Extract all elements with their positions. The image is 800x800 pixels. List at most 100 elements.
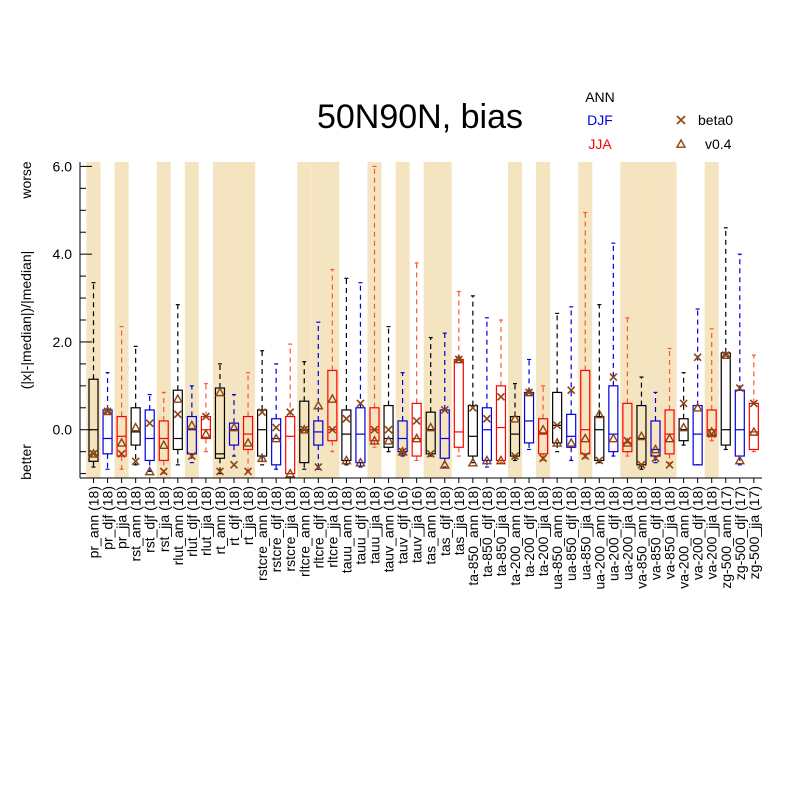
- v04-triangle-marker: [551, 437, 563, 447]
- box-iqr: [664, 409, 675, 455]
- category-label: ua-200_ann (18): [591, 486, 607, 590]
- box-rltcre-jja-18-: [327, 268, 338, 453]
- v04-triangle-marker: [692, 402, 703, 412]
- box-iqr: [341, 409, 352, 462]
- box-tas-jja-18-: [453, 290, 464, 457]
- box-iqr: [734, 389, 745, 457]
- category-label: rlut_jja (18): [198, 486, 214, 556]
- box-series: [88, 165, 760, 478]
- category-label: rstcre_djf (18): [268, 486, 284, 572]
- box-pr-jja-18-: [116, 325, 127, 470]
- box-ta-850-jja-18-: [495, 319, 507, 465]
- beta0-x-marker: [159, 467, 168, 476]
- shaded-bands: [86, 162, 719, 478]
- shade-band: [634, 162, 649, 478]
- box-iqr: [411, 402, 422, 457]
- v04-triangle-marker: [537, 424, 549, 434]
- beta0-x-marker: [693, 353, 702, 362]
- category-label: ta-200_djf (18): [521, 486, 537, 577]
- beta0-x-marker: [103, 407, 112, 416]
- box-iqr: [285, 415, 296, 475]
- shade-band: [226, 162, 242, 478]
- beta0-x-marker: [553, 421, 562, 430]
- y-tick-label: 0.0: [53, 422, 73, 438]
- beta0-x-marker: [117, 449, 126, 458]
- box-iqr: [186, 415, 197, 455]
- v04-triangle-marker: [720, 349, 731, 360]
- box-rlut-djf-18-: [186, 385, 198, 464]
- y-axis-better-label: better: [18, 444, 34, 480]
- box-iqr: [88, 378, 99, 462]
- legend: ANN DJF JJA beta0 v0.4: [585, 89, 733, 152]
- category-label: ta-200_ann (18): [507, 486, 523, 586]
- category-label: rstcre_ann (18): [254, 486, 270, 581]
- shade-band: [367, 162, 382, 478]
- beta0-x-marker: [482, 414, 491, 423]
- legend-v04-triangle-icon: [675, 138, 687, 148]
- v04-triangle-marker: [270, 433, 282, 443]
- beta0-x-marker: [314, 462, 323, 472]
- legend-season-ann: ANN: [585, 89, 615, 105]
- box-tas-djf-18-: [439, 332, 450, 469]
- category-label: va-850_djf (18): [648, 486, 664, 580]
- category-label: ua-850_ann (18): [549, 486, 565, 590]
- y-tick-label: 6.0: [53, 158, 73, 174]
- box-ua-850-jja-18-: [580, 211, 591, 461]
- shade-band: [437, 162, 452, 478]
- category-label: ua-850_jja (18): [577, 486, 593, 580]
- box-pr-ann-18-: [88, 282, 99, 468]
- v04-triangle-marker: [608, 433, 619, 443]
- v04-triangle-marker: [495, 455, 507, 465]
- box-iqr: [102, 409, 113, 455]
- category-label: ua-850_djf (18): [563, 486, 579, 581]
- v04-triangle-marker: [130, 422, 141, 432]
- box-iqr: [523, 391, 535, 444]
- shade-band: [212, 162, 227, 478]
- box-iqr: [158, 420, 169, 462]
- box-rstcre-ann-18-: [256, 350, 268, 466]
- category-label: va-850_jja (18): [662, 486, 678, 579]
- beta0-x-marker: [328, 425, 337, 434]
- box-va-200-jja-18-: [706, 328, 717, 442]
- box-iqr: [580, 369, 591, 455]
- v04-triangle-marker: [327, 393, 338, 403]
- box-iqr: [495, 385, 507, 462]
- shade-band: [507, 162, 523, 478]
- box-tauv-ann-16-: [383, 325, 394, 453]
- box-ua-200-jja-18-: [622, 317, 633, 457]
- box-ua-200-ann-18-: [594, 304, 605, 465]
- category-label: rltcre_jja (18): [324, 486, 340, 568]
- shade-band: [662, 162, 677, 478]
- category-label: zg-500_ann (17): [718, 486, 734, 589]
- category-label: pr_jja (18): [114, 486, 130, 549]
- box-iqr: [299, 400, 310, 464]
- category-label: ua-200_jja (18): [619, 486, 635, 580]
- shade-band: [114, 162, 129, 478]
- shade-band: [297, 162, 312, 478]
- v04-triangle-marker: [678, 422, 689, 432]
- legend-x-glyph: [676, 115, 686, 125]
- beta0-x-marker: [426, 449, 435, 458]
- shade-band: [325, 162, 340, 478]
- shade-band: [311, 162, 326, 478]
- box-iqr: [313, 420, 324, 446]
- box-ua-200-djf-18-: [608, 242, 619, 457]
- v04-triangle-marker: [200, 428, 212, 439]
- category-label: rlut_djf (18): [184, 486, 200, 557]
- box-va-850-jja-18-: [664, 347, 675, 469]
- box-tauv-jja-16-: [411, 262, 422, 462]
- box-iqr: [369, 407, 380, 442]
- shade-band: [648, 162, 663, 478]
- box-iqr: [144, 409, 155, 462]
- box-iqr: [720, 352, 731, 446]
- beta0-x-marker: [300, 425, 309, 434]
- category-label: zg-500_djf (17): [732, 486, 748, 580]
- box-iqr: [537, 418, 549, 455]
- box-iqr: [552, 391, 563, 444]
- box-iqr: [355, 407, 366, 464]
- category-label: rst_jja (18): [156, 486, 172, 552]
- v04-triangle-marker: [439, 459, 450, 469]
- box-ta-200-jja-18-: [537, 385, 549, 463]
- box-iqr: [327, 369, 338, 442]
- v04-triangle-marker: [102, 405, 113, 416]
